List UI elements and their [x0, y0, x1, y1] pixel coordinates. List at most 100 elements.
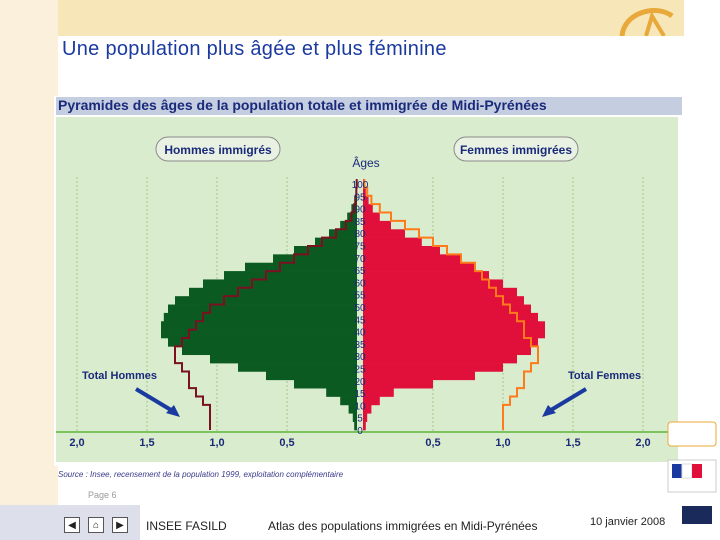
bar-women-immigrants	[363, 245, 440, 255]
chart-header	[56, 97, 682, 115]
x-tick-label-right: 2,0	[635, 437, 650, 449]
bar-women-immigrants	[363, 354, 517, 364]
bar-men-immigrants	[210, 354, 357, 364]
bar-women-immigrants	[363, 212, 380, 222]
x-tick-label-right: 0,5	[425, 437, 440, 449]
bar-men-immigrants	[238, 363, 357, 372]
y-tick-label: 40	[354, 328, 366, 339]
x-tick-label-left: 0,5	[279, 437, 294, 449]
slide-title: Une population plus âgée et plus féminin…	[62, 38, 447, 60]
x-tick-label-left: 2,0	[69, 437, 84, 449]
bar-women-immigrants	[363, 204, 373, 213]
y-tick-label: 85	[354, 217, 366, 228]
footer-center: Atlas des populations immigrées en Midi-…	[268, 519, 538, 533]
bar-women-immigrants	[363, 271, 489, 280]
y-tick-label: 90	[354, 205, 366, 216]
bar-women-immigrants	[363, 329, 545, 339]
y-tick-label: 70	[354, 254, 366, 265]
y-axis-label: Âges	[352, 155, 379, 170]
y-tick-label: 20	[354, 377, 366, 388]
y-tick-label: 15	[354, 389, 366, 400]
footer-left: INSEE FASILD	[146, 519, 227, 533]
bar-men-immigrants	[329, 229, 357, 238]
line-total-hommes	[174, 179, 358, 430]
bar-men-immigrants	[175, 296, 357, 305]
arrow-women-head	[542, 405, 556, 417]
bar-women-immigrants	[363, 388, 394, 397]
total-hommes-label: Total Hommes	[82, 370, 157, 382]
y-tick-label: 30	[354, 352, 366, 363]
legend-men-label: Hommes immigrés	[164, 143, 272, 157]
y-tick-label: 35	[354, 340, 366, 351]
bar-men-immigrants	[326, 388, 357, 397]
y-tick-label: 25	[354, 365, 366, 376]
bar-women-immigrants	[363, 195, 369, 205]
legend-pill-women	[453, 136, 579, 162]
bar-women-immigrants	[363, 312, 538, 322]
bar-women-immigrants	[363, 421, 366, 431]
bar-women-immigrants	[363, 304, 531, 314]
legend-women-label: Femmes immigrées	[460, 143, 572, 157]
x-tick-label-right: 1,5	[565, 437, 580, 449]
next-slide-button[interactable]: ▶	[112, 517, 128, 533]
fasild-logo-icon	[667, 421, 717, 447]
arrow-women	[544, 387, 588, 415]
title-band	[58, 36, 684, 66]
y-tick-label: 100	[352, 180, 369, 191]
bar-men-immigrants	[340, 220, 357, 230]
partner-logos	[667, 421, 717, 532]
home-button[interactable]: ⌂	[88, 517, 104, 533]
bar-women-immigrants	[363, 363, 503, 372]
source-note: Source : Insee, recensement de la popula…	[58, 470, 344, 479]
bar-women-immigrants	[363, 404, 372, 414]
header-band	[58, 0, 684, 36]
left-decor-strip	[0, 0, 58, 540]
bar-men-immigrants	[294, 245, 357, 255]
y-tick-label: 60	[354, 278, 366, 289]
bar-men-immigrants	[163, 312, 357, 322]
bar-women-immigrants	[363, 287, 517, 297]
bar-women-immigrants	[363, 379, 433, 389]
y-tick-label: 50	[354, 303, 366, 314]
x-tick-label-left: 1,5	[139, 437, 154, 449]
bar-men-immigrants	[161, 321, 357, 330]
total-femmes-label: Total Femmes	[568, 370, 641, 382]
bar-men-immigrants	[294, 379, 357, 389]
fasild-swoosh-icon	[619, 8, 674, 38]
footer-date: 10 janvier 2008	[590, 516, 666, 528]
bar-men-immigrants	[354, 421, 357, 431]
y-tick-label: 45	[354, 315, 366, 326]
y-tick-label: 5	[357, 414, 363, 425]
bar-men-immigrants	[161, 329, 357, 339]
bar-men-immigrants	[340, 396, 357, 406]
bar-women-immigrants	[363, 413, 368, 422]
bar-women-immigrants	[363, 321, 545, 330]
bar-women-immigrants	[363, 254, 461, 264]
y-tick-label: 80	[354, 229, 366, 240]
bar-men-immigrants	[352, 413, 357, 422]
y-tick-label: 95	[354, 192, 366, 203]
bar-women-immigrants	[363, 220, 391, 230]
bar-men-immigrants	[315, 237, 357, 247]
bar-men-immigrants	[168, 304, 357, 314]
line-total-femmes	[363, 179, 539, 430]
page-number: Page 6	[88, 490, 117, 500]
bar-men-immigrants	[182, 346, 357, 356]
bar-women-immigrants	[363, 262, 475, 272]
y-tick-label: 0	[357, 426, 363, 437]
bar-women-immigrants	[363, 371, 475, 381]
bar-men-immigrants	[266, 371, 357, 381]
prev-slide-button[interactable]: ◀	[64, 517, 80, 533]
bar-men-immigrants	[273, 254, 357, 264]
bar-men-immigrants	[348, 404, 357, 414]
age-pyramid-chart: Hommes immigrés Femmes immigrées Âges To…	[56, 117, 678, 462]
bar-men-immigrants	[224, 271, 357, 280]
legend-pill-men	[155, 136, 281, 162]
x-tick-label-right: 1,0	[495, 437, 510, 449]
bar-men-immigrants	[189, 287, 357, 297]
y-tick-label: 65	[354, 266, 366, 277]
bar-women-immigrants	[363, 346, 531, 356]
bar-men-immigrants	[203, 279, 357, 289]
bar-women-immigrants	[363, 187, 366, 197]
y-tick-label: 75	[354, 242, 366, 253]
